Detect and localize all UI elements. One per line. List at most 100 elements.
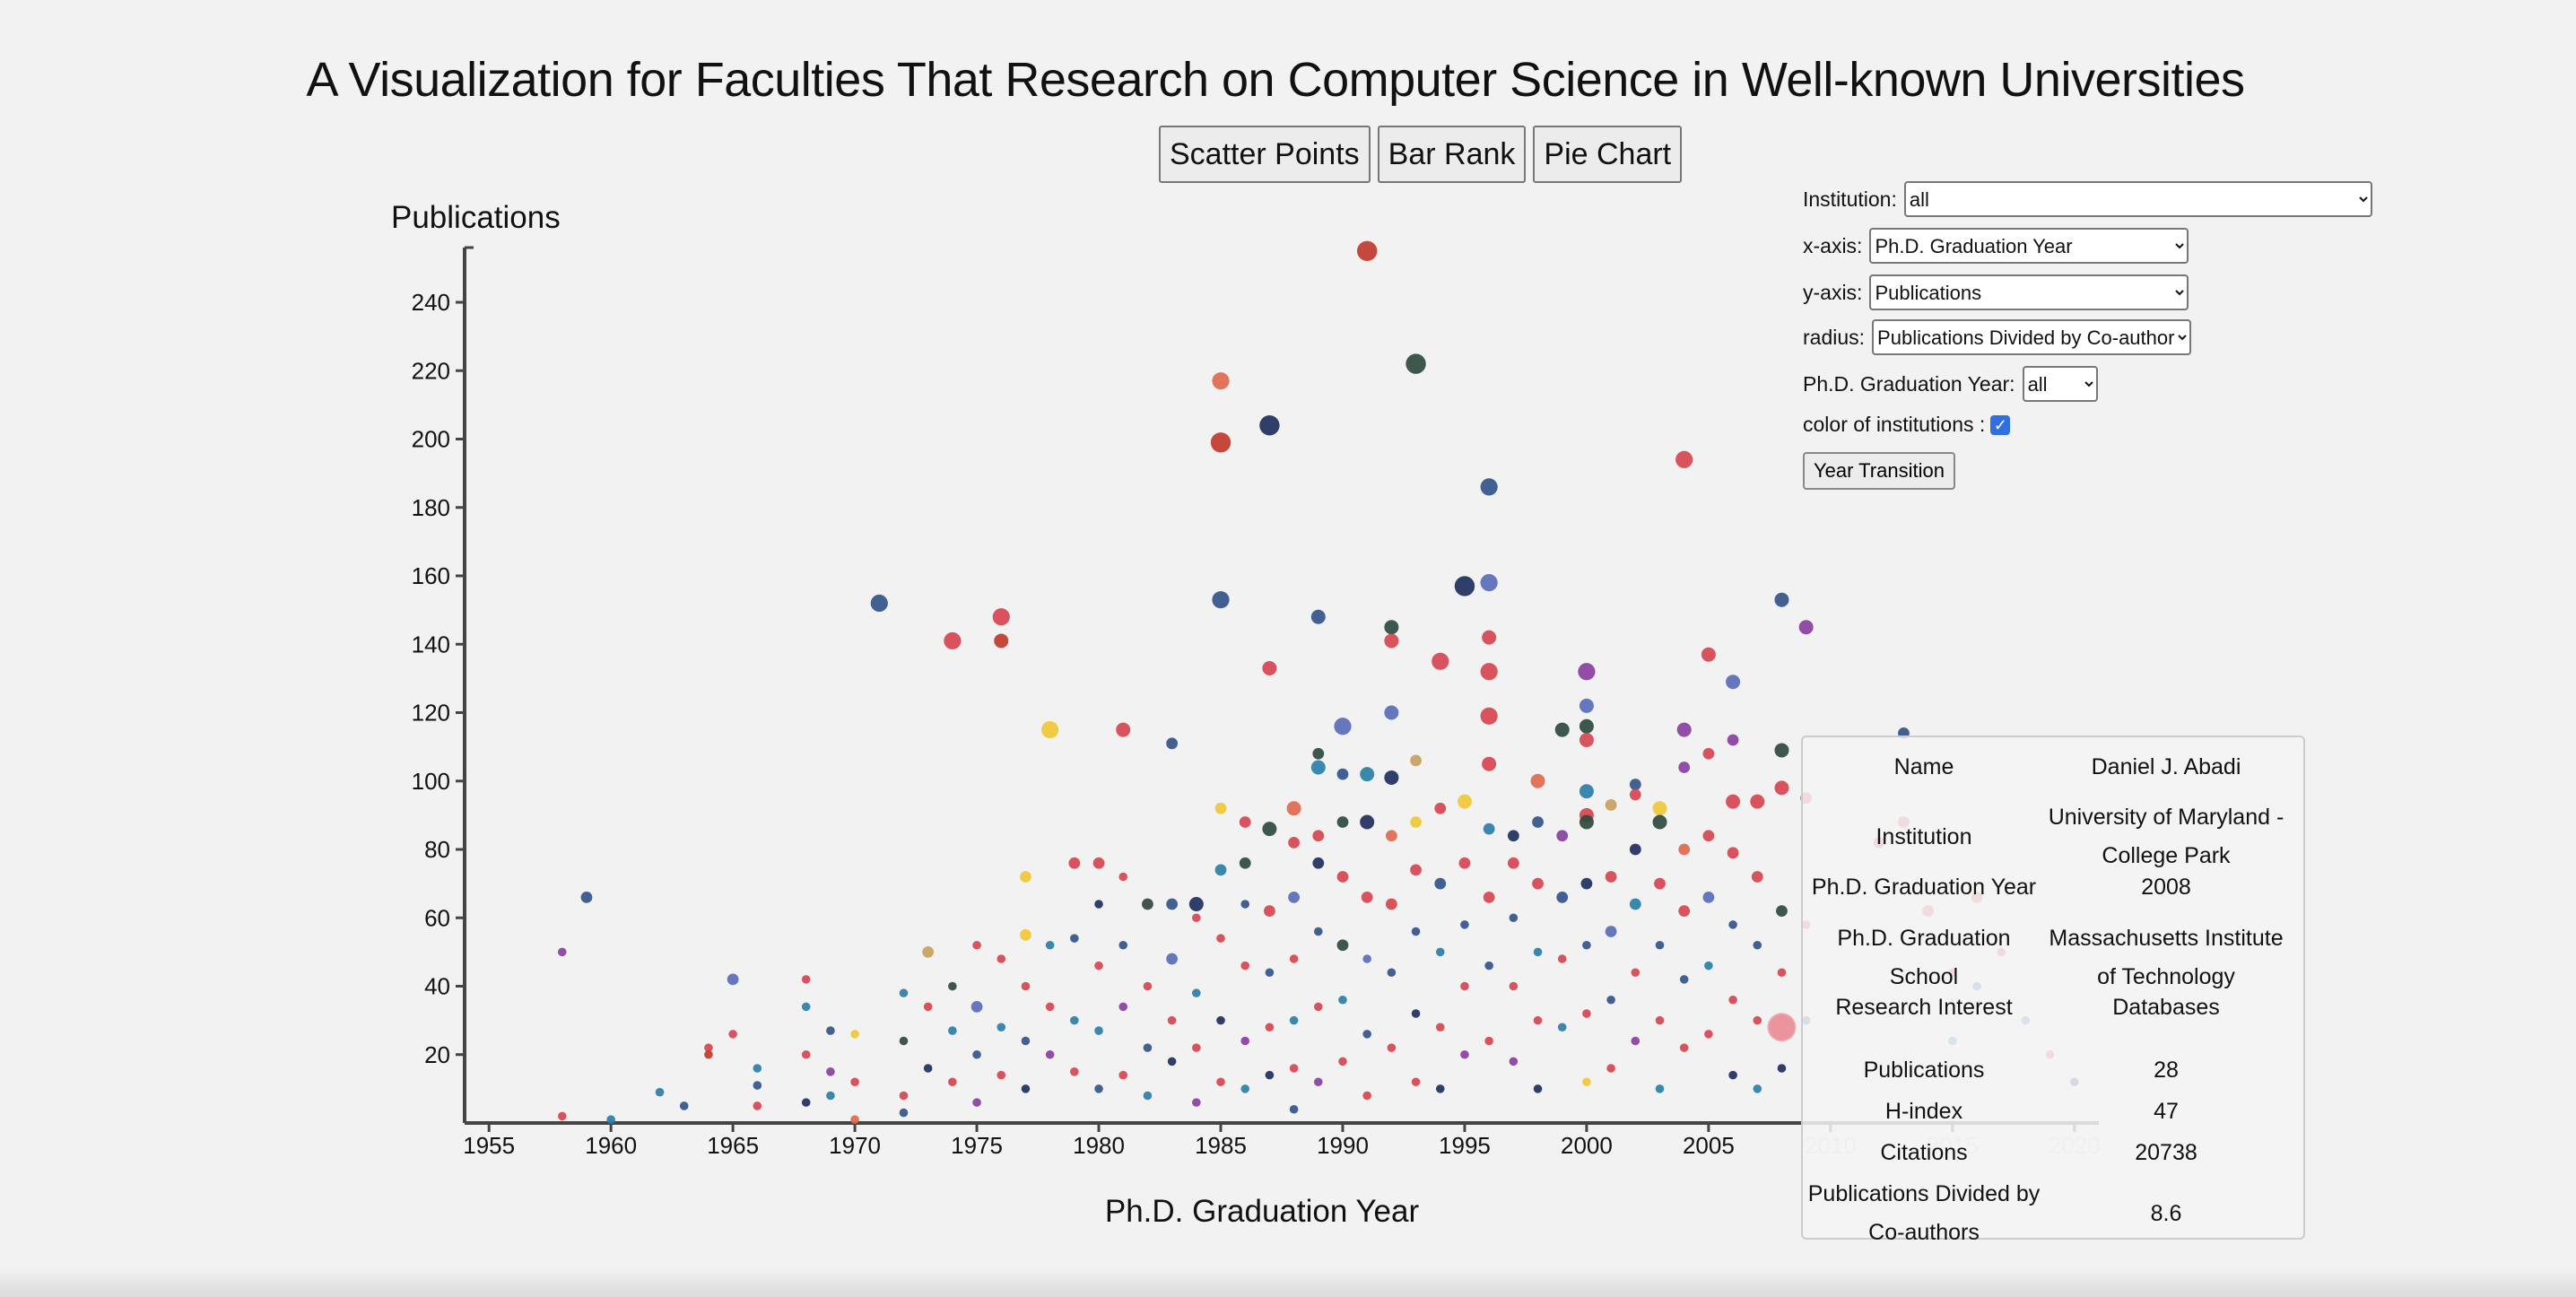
data-point	[1384, 770, 1399, 785]
data-point	[1068, 857, 1081, 869]
data-point	[1289, 954, 1299, 963]
data-point	[1728, 995, 1737, 1005]
data-point	[1240, 900, 1250, 909]
tooltip-value: Massachusetts Institute of Technology	[2049, 926, 2284, 989]
data-point	[1188, 897, 1204, 911]
data-point	[655, 1087, 665, 1097]
data-point	[1556, 830, 1569, 842]
data-point	[826, 1067, 835, 1076]
data-point	[1435, 1023, 1445, 1032]
data-point	[1652, 801, 1667, 816]
data-point	[1387, 1043, 1397, 1052]
y-axis-select[interactable]: Publications	[1869, 274, 2189, 310]
scatter-points-button[interactable]: Scatter Points	[1159, 126, 1371, 183]
year-transition-button[interactable]: Year Transition	[1803, 452, 1955, 490]
radius-select[interactable]: Publications Divided by Co-authors	[1872, 319, 2192, 355]
y-tick-label: 180	[412, 494, 450, 521]
tooltip-value: 8.6	[2150, 1200, 2182, 1226]
data-point	[1411, 927, 1421, 936]
data-point	[1094, 1026, 1103, 1035]
data-point	[1334, 718, 1352, 736]
data-point	[1483, 823, 1495, 835]
data-point	[1509, 981, 1519, 991]
data-point	[1702, 830, 1715, 842]
tooltip-value: University of Maryland - College Park	[2048, 805, 2284, 868]
data-point	[1166, 737, 1179, 750]
data-point	[1288, 891, 1300, 903]
data-point	[1460, 920, 1469, 929]
data-point	[1166, 898, 1179, 910]
data-point	[1753, 1084, 1762, 1093]
data-point	[1579, 718, 1594, 734]
data-point	[1728, 1070, 1737, 1080]
data-point	[753, 1101, 762, 1110]
data-point	[948, 1026, 957, 1035]
data-point	[1454, 576, 1475, 596]
data-point	[992, 608, 1010, 626]
year-select[interactable]: all	[2022, 366, 2098, 402]
data-point	[1384, 620, 1399, 635]
data-point	[1092, 857, 1105, 869]
data-point	[850, 1077, 859, 1087]
tooltip-key: Research Interest	[1835, 994, 2013, 1020]
data-point	[1143, 1043, 1153, 1052]
data-point	[1532, 816, 1544, 828]
y-axis-control: y-axis: Publications	[1803, 274, 2189, 310]
data-point	[1702, 891, 1715, 903]
data-point	[1533, 1084, 1543, 1093]
data-point	[1629, 788, 1641, 801]
data-point	[996, 1023, 1006, 1032]
tooltip-row: Name Daniel J. Abadi	[1803, 746, 2303, 788]
pie-chart-button[interactable]: Pie Chart	[1533, 126, 1683, 183]
data-point	[1530, 773, 1545, 788]
data-point	[1045, 1049, 1055, 1059]
y-tick-label: 80	[424, 836, 450, 863]
bar-rank-button[interactable]: Bar Rank	[1377, 126, 1527, 183]
data-point	[801, 975, 811, 984]
data-point	[1166, 953, 1179, 965]
data-point	[1259, 415, 1280, 436]
institution-select[interactable]: all	[1903, 181, 2372, 217]
tooltip-value: Databases	[2112, 994, 2220, 1020]
data-point	[1385, 898, 1397, 910]
x-tick-label: 1970	[829, 1132, 881, 1159]
data-point	[1045, 1002, 1055, 1012]
data-point	[1458, 857, 1471, 869]
tooltip-key: Publications	[1863, 1057, 1985, 1083]
y-tick-label: 200	[412, 426, 450, 453]
data-point	[1482, 756, 1497, 771]
color-checkbox[interactable]: ✓	[1990, 414, 2011, 435]
data-point	[1216, 1077, 1225, 1087]
data-point	[1578, 663, 1596, 681]
data-point	[1728, 920, 1737, 929]
data-point	[801, 1098, 811, 1107]
data-point	[1361, 891, 1373, 903]
x-tick-label: 1980	[1073, 1132, 1125, 1159]
data-point	[1457, 794, 1472, 809]
data-point	[1070, 934, 1079, 943]
data-point	[972, 1098, 981, 1107]
data-point	[1286, 801, 1301, 816]
data-point	[972, 1049, 981, 1059]
x-axis-select[interactable]: Ph.D. Graduation Year	[1869, 228, 2189, 264]
data-point	[1702, 747, 1715, 760]
data-point	[1192, 1098, 1201, 1107]
data-point	[944, 631, 962, 650]
data-point	[994, 633, 1009, 648]
data-point	[922, 945, 935, 958]
data-point	[1310, 609, 1326, 624]
data-point	[1655, 1015, 1665, 1025]
tooltip-row: H-index 47	[1803, 1091, 2303, 1132]
data-point	[606, 1115, 615, 1124]
data-point	[1384, 705, 1399, 720]
data-point	[996, 1070, 1006, 1080]
tooltip-key: Ph.D. Graduation School	[1837, 926, 2011, 989]
data-point	[1265, 1070, 1275, 1080]
color-label: color of institutions :	[1803, 413, 1986, 436]
data-point	[1142, 898, 1153, 910]
data-point	[1776, 905, 1788, 918]
data-point	[972, 940, 981, 950]
data-point	[1264, 905, 1275, 918]
tooltip-row: Publications Divided by Co-authors 8.6	[1803, 1173, 2303, 1254]
x-tick-label: 1955	[463, 1132, 515, 1159]
